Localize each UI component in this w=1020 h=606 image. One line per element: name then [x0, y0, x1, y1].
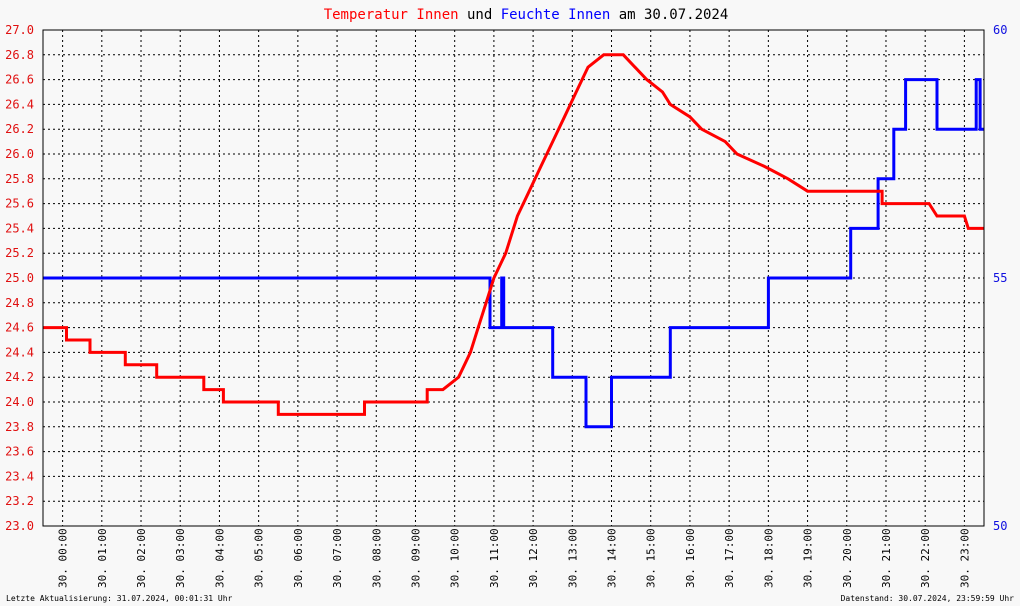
- x-tick-label: 30. 18:00: [762, 528, 775, 588]
- x-tick-label: 30. 15:00: [645, 528, 658, 588]
- ticks-layer: 23.0 23.2 23.4 23.6 23.8 24.0 24.2 24.4 24.6 24.8…: [5, 23, 1007, 588]
- x-tick-label: 30. 03:00: [174, 528, 187, 588]
- footer-left: Letzte Aktualisierung: 31.07.2024, 00:01…: [6, 594, 233, 603]
- y-left-tick-label: 24.4: [5, 345, 34, 359]
- x-tick-label: 30. 21:00: [880, 528, 893, 588]
- x-tick-label: 30. 19:00: [802, 528, 815, 588]
- x-tick-label: 30. 02:00: [135, 528, 148, 588]
- y-left-tick-label: 26.6: [5, 73, 34, 87]
- y-left-tick-label: 23.6: [5, 445, 34, 459]
- y-left-tick-label: 24.0: [5, 395, 34, 409]
- x-tick-label: 30. 06:00: [292, 528, 305, 588]
- x-tick-label: 30. 13:00: [566, 528, 579, 588]
- x-tick-label: 30. 10:00: [449, 528, 462, 588]
- y-right-tick-label: 50: [993, 519, 1007, 533]
- x-tick-label: 30. 17:00: [723, 528, 736, 588]
- x-tick-label: 30. 05:00: [253, 528, 266, 588]
- y-left-tick-label: 26.4: [5, 97, 34, 111]
- x-tick-label: 30. 12:00: [527, 528, 540, 588]
- x-tick-label: 30. 11:00: [488, 528, 501, 588]
- title-part-0: Temperatur Innen: [324, 7, 459, 23]
- y-left-tick-label: 26.0: [5, 147, 34, 161]
- x-tick-label: 30. 04:00: [213, 528, 226, 588]
- plot-frame: [42, 29, 985, 527]
- y-left-tick-label: 23.0: [5, 519, 34, 533]
- x-tick-label: 30. 07:00: [331, 528, 344, 588]
- x-tick-label: 30. 20:00: [841, 528, 854, 588]
- y-left-tick-label: 25.6: [5, 197, 34, 211]
- chart-title: Temperatur Innen und Feuchte Innen am 30…: [324, 7, 729, 23]
- x-tick-label: 30. 14:00: [606, 528, 619, 588]
- title-part-1: und: [459, 7, 501, 23]
- y-left-tick-label: 23.8: [5, 420, 34, 434]
- y-right-tick-label: 55: [993, 271, 1007, 285]
- y-left-tick-label: 27.0: [5, 23, 34, 37]
- y-left-tick-label: 23.2: [5, 494, 34, 508]
- y-left-tick-label: 24.2: [5, 370, 34, 384]
- y-left-tick-label: 25.4: [5, 221, 34, 235]
- x-tick-label: 30. 08:00: [370, 528, 383, 588]
- y-left-tick-label: 24.8: [5, 296, 34, 310]
- x-tick-label: 30. 01:00: [96, 528, 109, 588]
- series-layer: [43, 53, 984, 429]
- y-left-tick-label: 26.8: [5, 48, 34, 62]
- x-tick-label: 30. 09:00: [409, 528, 422, 588]
- x-tick-label: 30. 22:00: [919, 528, 932, 588]
- y-right-tick-label: 60: [993, 23, 1007, 37]
- y-left-tick-label: 24.6: [5, 321, 34, 335]
- y-left-tick-label: 25.2: [5, 246, 34, 260]
- y-left-tick-label: 26.2: [5, 122, 34, 136]
- y-left-tick-label: 23.4: [5, 469, 34, 483]
- x-tick-label: 30. 23:00: [958, 528, 971, 588]
- humidity-series-line: [43, 78, 984, 429]
- footer-right: Datenstand: 30.07.2024, 23:59:59 Uhr: [841, 594, 1015, 603]
- temperature-series-line: [43, 53, 984, 416]
- y-left-tick-label: 25.8: [5, 172, 34, 186]
- title-part-3: am 30.07.2024: [610, 7, 728, 23]
- y-left-tick-label: 25.0: [5, 271, 34, 285]
- x-tick-label: 30. 16:00: [684, 528, 697, 588]
- title-part-2: Feuchte Innen: [501, 7, 611, 23]
- x-tick-label: 30. 00:00: [57, 528, 70, 588]
